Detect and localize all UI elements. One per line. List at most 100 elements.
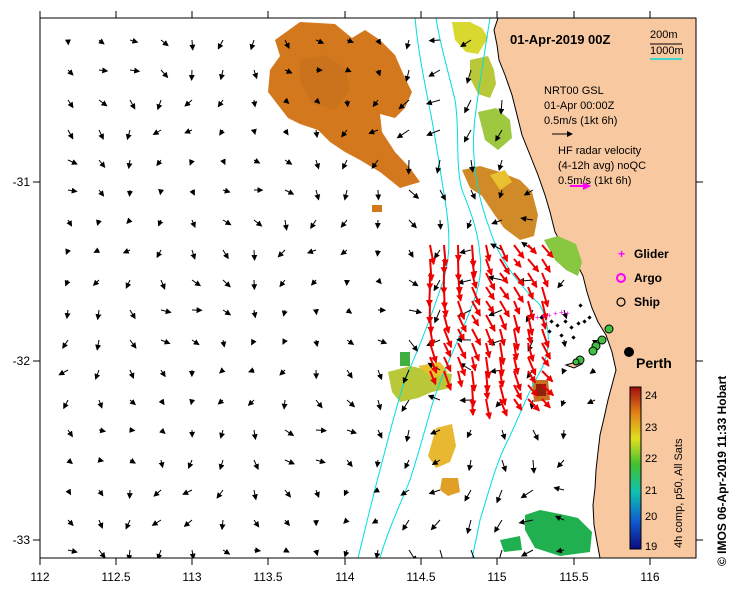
hf-radar-arrow [469,398,477,417]
model-current-arrow [67,187,78,194]
hf-radar-arrow [498,370,506,388]
hf-radar-arrow [541,370,554,383]
model-current-arrow [126,159,133,170]
model-current-arrow [371,518,379,524]
model-current-arrow [222,279,231,288]
model-current-arrow [66,457,73,465]
hf-radar-arrow [527,314,535,337]
model-current-arrow [126,189,133,197]
model-current-arrow [433,309,441,324]
model-current-arrow [343,489,350,497]
argo-symbol [616,273,626,283]
hf-radar-arrow [470,370,478,392]
hf-radar-arrow [454,244,462,262]
legend-ship: Ship [634,295,660,309]
model-current-arrow [488,309,503,317]
model-current-arrow [129,67,141,74]
model-current-arrow [396,129,410,139]
hf-radar-arrow [471,314,480,327]
ship-position [571,335,576,340]
model-current-arrow [159,369,166,378]
legend-argo: Argo [634,271,662,285]
model-current-arrow [281,309,288,317]
x-tick-label: 112 [30,570,49,584]
model-current-arrow [190,249,197,260]
model-current-arrow [248,367,255,373]
model-current-arrow [374,459,381,468]
model-current-arrow [465,69,472,84]
model-current-arrow [217,398,225,405]
model-current-arrow [402,369,410,384]
model-current-arrow [373,487,381,493]
model-current-arrow [344,66,352,73]
hf-radar-arrow [499,300,510,318]
model-current-arrow [518,518,534,525]
colorbar-label: 4h comp, p50, All Sats [673,438,685,548]
model-current-arrow [97,399,103,409]
model-current-arrow [372,99,379,108]
hf-radar-arrow [541,272,549,288]
colorbar-tick: 21 [645,485,657,497]
model-current-arrow [497,159,504,171]
model-current-arrow [129,339,137,349]
model-current-arrow [222,249,229,260]
model-current-arrow [530,459,537,474]
model-current-arrow [284,459,296,465]
model-current-arrow [375,38,381,46]
hf-radar-arrow [471,286,481,306]
model-current-arrow [98,549,106,558]
ship-track [539,303,592,340]
sst-patches [268,22,592,556]
model-current-arrow [187,459,194,470]
ship-position [549,319,554,324]
hf-radar-arrow [483,384,491,400]
model-current-arrow [98,159,106,168]
model-current-arrow [439,549,446,558]
radar-legend-line1: HF radar velocity [558,145,642,157]
model-current-arrow [279,369,286,376]
model-current-arrow [98,99,108,107]
model-current-arrow [153,489,162,497]
hf-radar-arrow [441,244,449,267]
hf-radar-arrow [513,300,521,315]
model-current-arrow [277,249,286,258]
model-current-arrow [404,69,411,82]
model-current-arrow [67,519,74,527]
y-axis-labels: -31 -32 -33 [13,175,31,547]
model-current-arrow [374,249,381,257]
glider-track: + + + + + + [535,308,570,322]
model-current-arrow [439,189,446,201]
model-current-arrow [466,429,473,439]
model-current-arrow [560,429,567,440]
ship-position [563,319,568,324]
model-current-arrow [426,129,441,137]
hf-radar-arrow [429,342,438,364]
hf-radar-arrow [499,244,509,263]
model-current-arrow [67,129,74,140]
hf-radar-arrow [527,272,538,289]
model-current-arrow [344,99,351,108]
model-current-arrow [346,459,353,468]
x-tick-label: 113.5 [253,570,282,584]
station-markers [572,324,614,366]
model-current-arrow [375,189,382,201]
model-current-arrow [129,457,136,464]
model-current-arrow [376,429,383,439]
model-current-arrow [220,158,226,166]
glider-position: + [541,312,546,321]
model-current-arrow [404,459,410,470]
model-current-arrow [466,219,473,230]
model-current-arrow [553,485,565,492]
model-current-arrow [408,549,417,558]
model-current-arrow [498,99,505,115]
colorbar-tick: 24 [645,390,657,402]
model-current-arrow [253,519,260,528]
model-current-arrow [283,519,290,527]
model-current-arrow [313,129,320,139]
model-current-arrow [523,189,534,196]
model-current-arrow [129,426,136,433]
colorbar-tick: 20 [645,511,657,523]
model-current-arrow [189,549,196,558]
model-current-arrow [315,458,326,465]
